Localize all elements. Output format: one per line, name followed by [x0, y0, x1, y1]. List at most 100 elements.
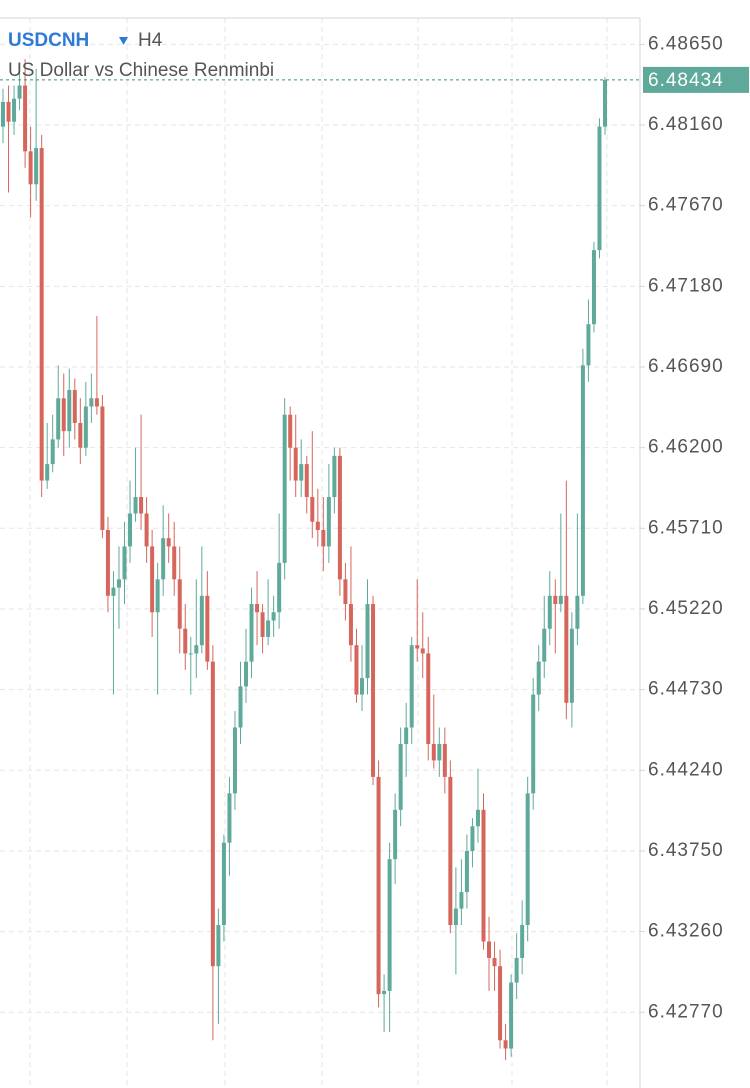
- candle-body: [420, 648, 425, 654]
- candle-body: [34, 148, 39, 185]
- last-price-label: 6.48434: [648, 70, 724, 91]
- candle-body: [155, 579, 160, 613]
- y-tick-label: 6.47180: [648, 275, 724, 296]
- candle-body: [304, 464, 309, 498]
- candle-body: [210, 661, 215, 967]
- symbol[interactable]: USDCNH: [8, 30, 89, 51]
- candles: [1, 59, 607, 1061]
- candle-body: [487, 941, 492, 958]
- candle-body: [205, 595, 210, 662]
- last-price-box: [643, 66, 749, 93]
- candle-body: [72, 390, 77, 423]
- candle-body: [442, 743, 447, 777]
- candle-body: [492, 957, 497, 967]
- y-tick-label: 6.45220: [648, 598, 724, 619]
- candle-body: [17, 85, 22, 99]
- candle-body: [282, 414, 287, 563]
- candle-body: [122, 546, 127, 580]
- candle-body: [315, 521, 320, 530]
- candle-body: [575, 595, 580, 629]
- candle-body: [398, 743, 403, 810]
- candle-body: [266, 620, 271, 637]
- candle-body: [393, 809, 398, 860]
- candle-body: [348, 604, 353, 646]
- candle-body: [382, 990, 387, 995]
- y-tick-label: 6.48650: [648, 33, 724, 54]
- candle-body: [94, 398, 99, 407]
- candle-body: [172, 546, 177, 580]
- candle-body: [194, 645, 199, 654]
- candle-body: [343, 579, 348, 605]
- candle-body: [277, 562, 282, 613]
- candle-body: [56, 398, 61, 440]
- candle-body: [558, 595, 563, 605]
- candle-body: [105, 529, 110, 596]
- candle-body: [238, 686, 243, 728]
- candle-body: [67, 390, 72, 432]
- candle-body: [12, 98, 17, 122]
- candle-body: [553, 595, 558, 605]
- candle-body: [83, 406, 88, 448]
- candle-body: [199, 595, 204, 646]
- candle-body: [326, 497, 331, 547]
- symbol-dropdown-icon[interactable]: [119, 37, 128, 45]
- candle-body: [365, 604, 370, 679]
- candle-body: [89, 398, 94, 407]
- candle-body: [376, 776, 381, 995]
- candle-body: [481, 809, 486, 942]
- candle-body: [139, 497, 144, 514]
- candle-body: [111, 587, 116, 596]
- candle-body: [128, 513, 133, 547]
- candle-body: [503, 1040, 508, 1049]
- candle-body: [564, 595, 569, 703]
- candle-body: [591, 250, 596, 325]
- candle-body: [431, 743, 436, 761]
- y-tick-label: 6.44240: [648, 759, 724, 780]
- y-tick-label: 6.42770: [648, 1001, 724, 1022]
- candle-body: [453, 908, 458, 926]
- candle-body: [150, 546, 155, 613]
- y-tick-label: 6.43260: [648, 921, 724, 942]
- timeframe[interactable]: H4: [138, 30, 163, 51]
- candle-body: [525, 793, 530, 926]
- candle-body: [404, 727, 409, 744]
- price-axis: 6.48650 6.48160 6.47670 6.47180 6.46690 6.462…: [0, 33, 749, 1022]
- candle-body: [78, 422, 83, 448]
- candle-body: [415, 645, 420, 649]
- candle-body: [387, 859, 392, 991]
- candle-body: [359, 678, 364, 695]
- candle-body: [161, 538, 166, 580]
- candle-body: [514, 957, 519, 983]
- candle-body: [216, 925, 221, 967]
- candle-body: [509, 982, 514, 1049]
- candle-body: [354, 645, 359, 695]
- candle-body: [23, 85, 28, 152]
- chart-title: US Dollar vs Chinese Renminbi: [8, 60, 274, 81]
- candle-body: [332, 455, 337, 498]
- candle-body: [232, 727, 237, 794]
- candle-body: [321, 529, 326, 547]
- candle-body: [288, 414, 293, 448]
- candle-body: [426, 653, 431, 744]
- y-tick-label: 6.44730: [648, 679, 724, 700]
- grid: [0, 18, 640, 1088]
- candle-body: [536, 661, 541, 695]
- candle-body: [61, 398, 66, 432]
- candle-body: [475, 809, 480, 827]
- candle-body: [409, 645, 414, 728]
- candle-body: [470, 826, 475, 851]
- candle-body: [227, 793, 232, 843]
- y-tick-label: 6.46690: [648, 356, 724, 377]
- y-tick-label: 6.48160: [648, 114, 724, 135]
- candle-body: [244, 661, 249, 687]
- y-tick-label: 6.45710: [648, 517, 724, 538]
- candle-body: [464, 850, 469, 893]
- candle-body: [28, 151, 33, 185]
- y-tick-label: 6.46200: [648, 437, 724, 458]
- candle-body: [371, 604, 376, 777]
- candle-body: [271, 612, 276, 621]
- candle-body: [6, 101, 11, 122]
- candle-body: [547, 595, 552, 629]
- candle-body: [133, 497, 138, 514]
- candle-body: [569, 628, 574, 703]
